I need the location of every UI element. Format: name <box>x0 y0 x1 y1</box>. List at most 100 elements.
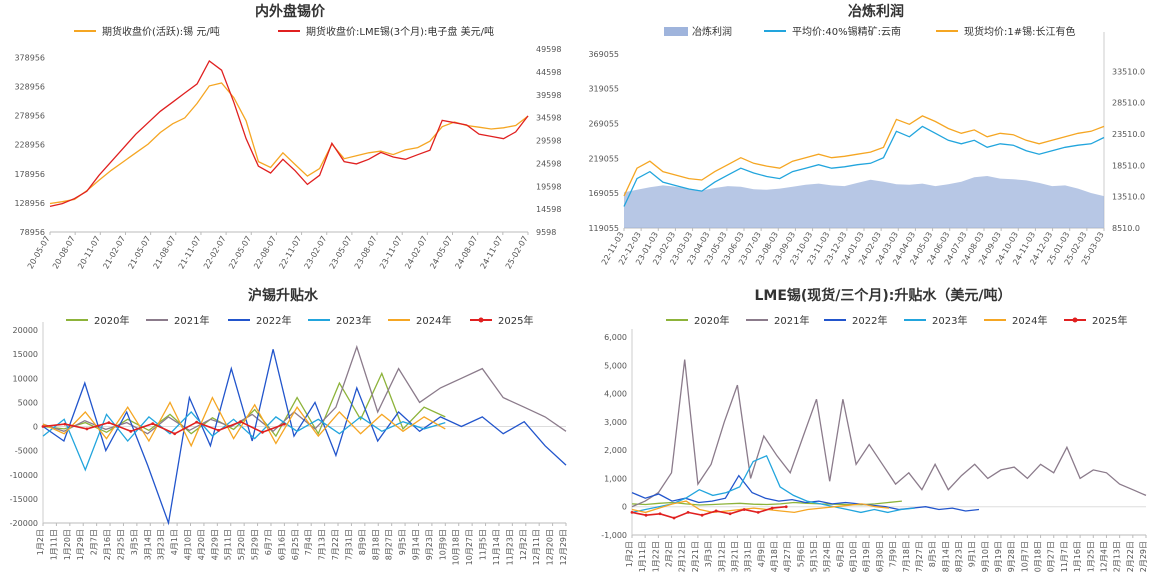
x-tick-label: 3月21日 <box>730 541 739 572</box>
x-tick-label: 5月20日 <box>237 529 246 560</box>
x-tick-label: 20-05-07 <box>26 235 52 271</box>
series-point <box>282 422 286 426</box>
y-tick-label: 328956 <box>14 83 45 92</box>
legend-label: 2022年 <box>852 314 887 327</box>
x-tick-label: 4月29日 <box>210 529 219 560</box>
chart-title: 内外盘锡价 <box>255 3 326 20</box>
x-tick-label: 12月4日 <box>1099 541 1108 572</box>
series-line-5 <box>42 396 446 448</box>
y-tick-label: 3,000 <box>604 418 627 427</box>
x-tick-label: 9月19日 <box>994 541 1003 572</box>
y-tick-label: 169055 <box>588 189 619 198</box>
x-tick-label: 1月11日 <box>638 541 647 572</box>
chart-title: LME锡(现货/三个月):升贴水（美元/吨） <box>754 287 1011 304</box>
x-tick-label: 24-05-07 <box>428 235 454 271</box>
x-tick-label: 10月7日 <box>1020 541 1029 572</box>
y-right-tick-label: 28510.0 <box>1112 99 1145 108</box>
x-tick-label: 2月16日 <box>103 529 112 560</box>
series-point <box>784 505 788 509</box>
x-tick-label: 9月1日 <box>968 541 977 567</box>
x-tick-label: 22-11-07 <box>277 235 303 271</box>
legend-label: 2021年 <box>774 314 809 327</box>
series-point <box>770 506 774 510</box>
legend-label: 2025年 <box>498 314 533 327</box>
x-tick-label: 24-02-07 <box>403 235 429 271</box>
y-tick-label: 20000 <box>13 326 38 335</box>
series-point <box>173 432 177 436</box>
x-tick-label: 9月10日 <box>981 541 990 572</box>
series-line-5 <box>631 500 890 514</box>
x-tick-label: 10月27日 <box>465 529 474 565</box>
series-point <box>63 422 67 426</box>
y-tick-label: 5000 <box>18 398 38 407</box>
y-tick-label: 15000 <box>13 350 38 359</box>
y-right-tick-label: 18510.0 <box>1112 161 1145 170</box>
y-right-tick-label: 23510.0 <box>1112 130 1145 139</box>
x-tick-label: 24-11-07 <box>479 235 505 271</box>
x-tick-label: 12月29日 <box>559 529 568 565</box>
y-tick-label: -1,000 <box>601 531 627 540</box>
legend-label: 2021年 <box>174 314 209 327</box>
x-tick-label: 21-11-07 <box>177 235 203 271</box>
x-tick-label: 5月15日 <box>810 541 819 572</box>
series-line-2 <box>49 60 529 208</box>
x-tick-label: 11月5日 <box>479 529 488 560</box>
x-tick-label: 9月5日 <box>398 529 407 555</box>
legend-label: 2020年 <box>94 314 129 327</box>
series-point <box>239 420 242 424</box>
y-tick-label: -20000 <box>10 519 38 528</box>
x-tick-label: 9月14日 <box>411 529 420 560</box>
x-tick-label: 4月10日 <box>184 529 193 560</box>
legend-label: 期货收盘价:LME锡(3个月):电子盘 美元/吨 <box>306 25 494 38</box>
series-point <box>151 422 155 426</box>
y-tick-label: 10000 <box>13 374 38 383</box>
y-tick-label: 269055 <box>588 120 619 129</box>
series-point <box>700 513 704 517</box>
series-point <box>217 428 220 432</box>
x-tick-label: 4月27日 <box>783 541 792 572</box>
x-tick-label: 4月1日 <box>170 529 179 555</box>
series-point <box>129 429 133 433</box>
y-tick-label: 228956 <box>14 141 45 150</box>
x-tick-label: 1月20日 <box>63 529 72 560</box>
x-tick-label: 6月2日 <box>836 541 845 567</box>
y-tick-label: 378956 <box>14 53 45 62</box>
y-right-tick-label: 33510.0 <box>1112 67 1145 76</box>
series-point <box>672 516 676 520</box>
legend-marker <box>1072 317 1078 323</box>
x-tick-label: 6月16日 <box>277 529 286 560</box>
x-tick-label: 4月20日 <box>197 529 206 560</box>
x-tick-label: 11月14日 <box>492 529 501 565</box>
x-tick-label: 11月23日 <box>505 529 514 565</box>
x-tick-label: 20-11-07 <box>76 235 102 271</box>
series-point <box>107 421 111 425</box>
x-tick-label: 1月22日 <box>651 541 660 572</box>
series-line-2 <box>631 359 1147 508</box>
x-tick-label: 23-02-07 <box>303 235 329 271</box>
x-tick-label: 7月9日 <box>889 541 898 567</box>
x-tick-label: 6月30日 <box>875 541 884 572</box>
x-tick-label: 6月25日 <box>291 529 300 560</box>
legend-label: 2022年 <box>256 314 291 327</box>
y-tick-label: 369055 <box>588 50 619 59</box>
series-line-6 <box>42 420 285 435</box>
x-tick-label: 1月2日 <box>625 541 634 567</box>
x-tick-label: 12月20日 <box>546 529 555 565</box>
series-point <box>85 427 89 431</box>
chart-title: 沪锡升贴水 <box>248 287 319 304</box>
series-point <box>644 513 648 517</box>
x-tick-label: 12月11日 <box>532 529 541 565</box>
y-right-tick-label: 49598 <box>536 45 561 54</box>
legend-label: 2025年 <box>1092 314 1127 327</box>
x-tick-label: 3月12日 <box>717 541 726 572</box>
legend-label: 冶炼利润 <box>692 25 732 38</box>
y-right-tick-label: 14598 <box>536 205 561 214</box>
series-point <box>630 510 634 514</box>
x-tick-label: 7月4日 <box>304 529 313 555</box>
x-tick-label: 10月18日 <box>452 529 461 565</box>
x-tick-label: 2月25日 <box>116 529 125 560</box>
legend-label: 平均价:40%锡精矿:云南 <box>792 25 901 38</box>
series-point <box>714 509 718 513</box>
legend-label: 2024年 <box>416 314 451 327</box>
